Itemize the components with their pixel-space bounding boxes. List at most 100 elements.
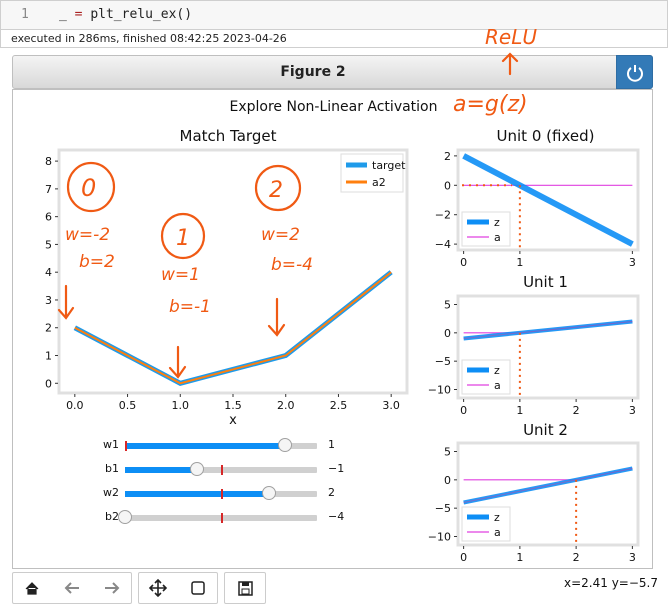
y-tick-label: 4 (45, 266, 52, 279)
unit2-number: 2 (269, 178, 283, 203)
x-tick-label: 2.5 (330, 399, 348, 412)
y-tick-label: 1 (45, 350, 52, 363)
unit1-number: 1 (176, 226, 190, 251)
slider-handle[interactable] (118, 510, 132, 524)
chart-3: 0 1 2 3 5 0 −5 −10 za (428, 441, 640, 564)
y-tick-label: 6 (45, 211, 52, 224)
unit0-weight: w=-2 (65, 225, 110, 245)
x-tick-label: 3.0 (382, 399, 400, 412)
save-button[interactable] (226, 573, 264, 603)
x-tick-label: 1 (516, 404, 523, 417)
legend-a-label: a (494, 231, 501, 244)
slider-track[interactable] (125, 438, 317, 452)
x-tick-label: 0.0 (66, 399, 84, 412)
unit2-bias: b=-4 (271, 255, 313, 275)
slider-track[interactable] (125, 462, 317, 476)
unit0-number: 0 (81, 174, 96, 202)
unit2-arrow (267, 297, 286, 337)
slider-track[interactable] (125, 486, 317, 500)
pan-button[interactable] (139, 573, 177, 603)
home-icon (25, 582, 39, 595)
tool-button-group (138, 572, 218, 604)
x-tick-label: 2 (573, 404, 580, 417)
y-tick-label: −10 (428, 384, 451, 397)
x-axis-label: x (229, 413, 237, 428)
save-icon (238, 581, 253, 596)
unit1-chart-title: Unit 1 (523, 273, 568, 291)
code-cell[interactable]: 1 _ = plt_relu_ex() (0, 0, 668, 30)
legend-box (340, 153, 404, 193)
charts-svg[interactable]: 0.0 0.5 1.0 1.5 2.0 2.5 3.0012345678xtargeta20… (13, 25, 652, 568)
legend-z-label: z (494, 364, 500, 377)
unit1-weight: w=1 (161, 265, 200, 285)
x-tick-label: 0 (460, 551, 467, 564)
unit2-weight: w=2 (261, 225, 300, 245)
figure-canvas[interactable]: Explore Non-Linear Activation Match Targ… (12, 25, 653, 569)
legend-z-label: z (494, 216, 500, 229)
slider-track[interactable] (118, 510, 317, 524)
forward-arrow-icon (105, 582, 120, 594)
y-tick-label: −4 (435, 238, 451, 251)
slider-initial-marker (221, 513, 223, 523)
y-tick-label: 0 (444, 179, 451, 192)
x-tick-label: 0 (460, 256, 467, 269)
line-number: 1 (21, 7, 29, 22)
y-tick-label: 2 (444, 150, 451, 163)
x-tick-label: 2.0 (277, 399, 295, 412)
slider-initial-marker (221, 465, 223, 475)
y-tick-label: 2 (45, 322, 52, 335)
unit1-arrow (168, 345, 187, 379)
unit0-circle (66, 161, 116, 213)
x-tick-label: 2 (573, 551, 580, 564)
legend-a-label: a (494, 526, 501, 539)
unit2-circle (254, 164, 302, 212)
unit1-bias: b=-1 (169, 297, 211, 317)
code-var: _ (59, 7, 67, 22)
zoom-rect-icon (191, 581, 205, 595)
x-tick-label: 1 (516, 256, 523, 269)
home-button[interactable] (13, 573, 51, 603)
legend-a2-label: a2 (372, 176, 386, 189)
slider-initial-marker (221, 489, 223, 499)
slider-initial-marker (125, 441, 127, 451)
x-tick-label: 1.0 (172, 399, 190, 412)
code-text[interactable]: _ = plt_relu_ex() (59, 7, 192, 22)
close-figure-button[interactable] (616, 55, 653, 89)
figure-title: Figure 2 (280, 64, 346, 80)
legend-a-label: a (494, 379, 501, 392)
slider-handle[interactable] (190, 462, 204, 476)
slider-fill (125, 443, 285, 449)
x-tick-label: 0.5 (119, 399, 137, 412)
code-call: plt_relu_ex() (90, 7, 193, 22)
slider-handle[interactable] (262, 486, 276, 500)
unit1-circle (160, 212, 206, 260)
chart-0: 0.0 0.5 1.0 1.5 2.0 2.5 3.0 0 1 2 3 4 5 6 7 8 x target a2 (45, 148, 409, 428)
execution-status: executed in 286ms, finished 08:42:25 202… (0, 30, 668, 48)
zoom-rect-button[interactable] (179, 573, 217, 603)
figure-suptitle: Explore Non-Linear Activation (229, 99, 438, 115)
x-tick-label: 3 (629, 256, 636, 269)
power-icon (627, 65, 643, 82)
y-tick-label: −10 (428, 531, 451, 544)
relu-arrow (501, 52, 519, 76)
slider-value: 1 (328, 438, 335, 451)
handwritten-annotations (57, 52, 519, 379)
series-z-overlay (463, 321, 633, 339)
pan-icon (148, 578, 168, 598)
unit0-bias: b=2 (79, 252, 115, 272)
forward-button[interactable] (93, 573, 131, 603)
unit2-chart-title: Unit 2 (523, 421, 568, 439)
x-tick-label: 1.5 (224, 399, 242, 412)
slider-label: w2 (103, 486, 119, 499)
y-tick-label: 0 (45, 377, 52, 390)
slider-value: −4 (328, 510, 345, 523)
formula-label: a=g(z) (453, 92, 528, 117)
slider-handle[interactable] (278, 438, 292, 452)
legend-box (461, 211, 511, 247)
x-tick-label: 1 (516, 551, 523, 564)
legend-box (461, 506, 511, 542)
y-tick-label: −2 (435, 209, 451, 222)
code-op: = (66, 7, 91, 22)
back-button[interactable] (53, 573, 91, 603)
main-chart-title: Match Target (179, 127, 277, 145)
